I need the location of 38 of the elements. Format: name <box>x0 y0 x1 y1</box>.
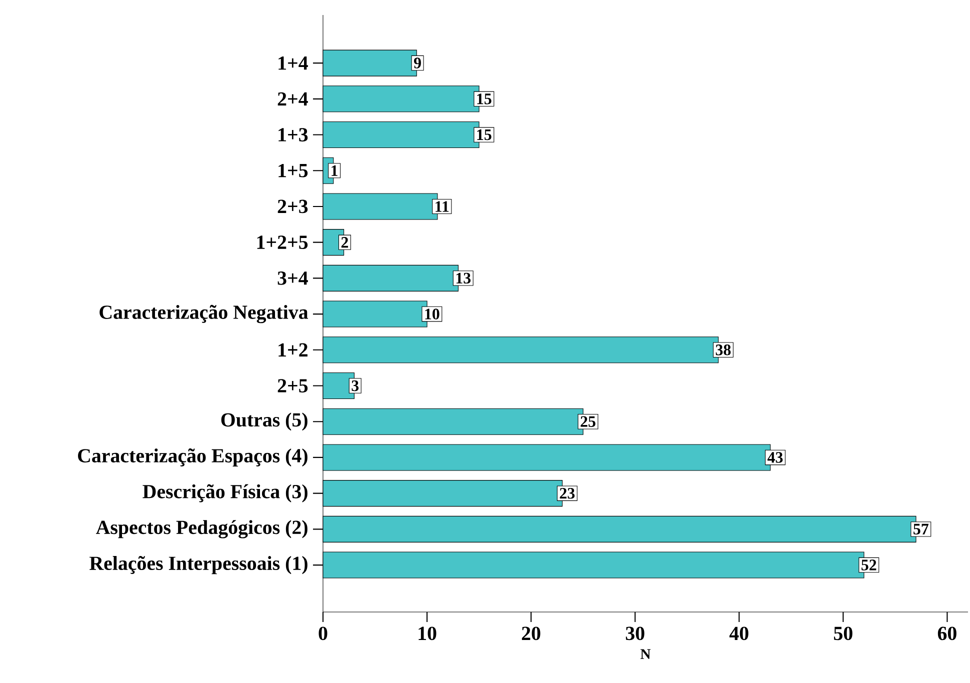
x-tick-label: 10 <box>418 626 436 640</box>
y-tick-label: 1+5 <box>278 164 308 178</box>
y-tick-label: 2+4 <box>278 92 308 106</box>
y-tick-label: 1+2 <box>278 343 308 356</box>
x-tick-label: 40 <box>729 626 748 640</box>
x-tick-label: 60 <box>938 626 956 640</box>
data-label: 2 <box>341 237 348 248</box>
y-tick-label: Outras (5) <box>221 412 308 431</box>
x-axis-title: N <box>640 649 651 659</box>
data-label: 15 <box>477 129 492 140</box>
y-tick-label: 2+5 <box>278 379 308 392</box>
y-tick-label: Caracterização Negativa <box>100 304 308 324</box>
y-tick-label: Caracterização Espaços (4) <box>78 448 308 467</box>
y-tick-label: 1+2+5 <box>257 236 308 250</box>
data-label: 25 <box>580 416 596 427</box>
x-tick-label: 20 <box>522 626 540 640</box>
y-tick-label: Aspectos Pedagógicos (2) <box>96 520 308 538</box>
y-tick-label: Descrição Física (3) <box>142 484 308 502</box>
data-label: 52 <box>862 560 876 570</box>
y-tick-label: 1+4 <box>278 56 308 70</box>
x-tick-label: 0 <box>318 626 328 640</box>
y-tick-label: 2+3 <box>278 200 308 214</box>
data-label: 11 <box>436 201 449 212</box>
data-label: 1 <box>332 165 338 176</box>
data-label: 13 <box>456 272 471 284</box>
data-label: 43 <box>767 452 783 463</box>
y-tick-label: Relações Interpessoais (1) <box>90 556 308 574</box>
data-label: 23 <box>560 488 575 499</box>
data-label: 38 <box>716 344 731 356</box>
data-label: 57 <box>914 524 928 534</box>
data-label: 15 <box>477 94 492 104</box>
data-label: 9 <box>414 58 421 68</box>
x-tick-label: 30 <box>626 626 644 640</box>
y-tick-label: 3+4 <box>278 272 308 285</box>
data-label: 10 <box>425 308 440 320</box>
x-tick-label: 50 <box>834 626 852 640</box>
data-label: 3 <box>352 380 359 392</box>
y-tick-label: 1+3 <box>278 128 308 142</box>
